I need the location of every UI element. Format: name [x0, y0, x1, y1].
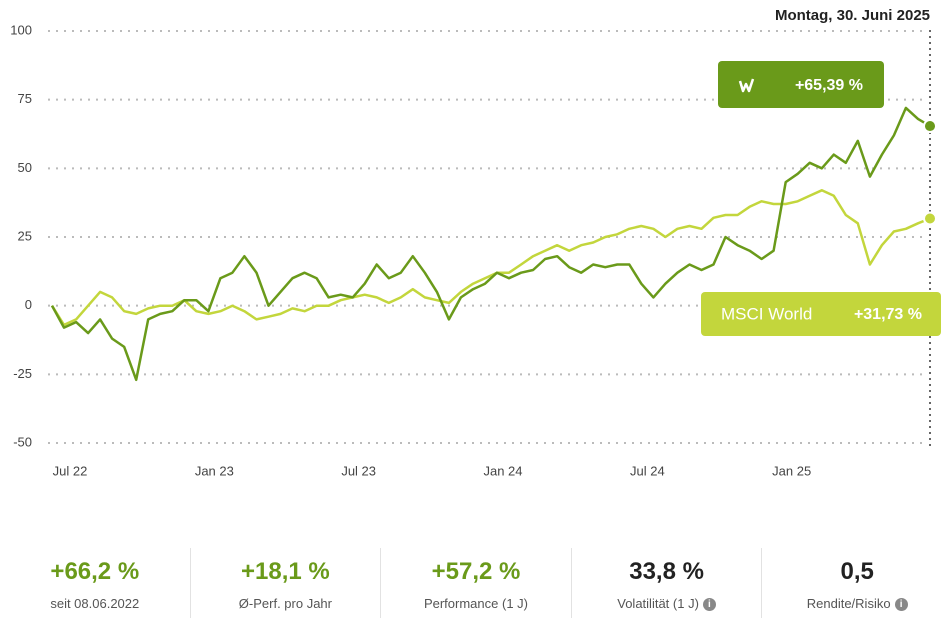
y-tick-label: 50: [18, 160, 32, 175]
x-tick-label: Jan 23: [195, 463, 234, 478]
end-point: [923, 119, 937, 134]
stat: +66,2 % seit 08.06.2022: [0, 548, 190, 618]
y-tick-label: 25: [18, 228, 32, 243]
stat-label: Performance (1 J): [423, 596, 528, 611]
y-tick-label: 0: [25, 297, 32, 312]
callout-value: +31,73 %: [854, 306, 922, 323]
chart: Montag, 30. Juni 2025 -50 -25 0 25 50 75 100 Ju…: [10, 7, 941, 478]
stat-label: Ø-Perf. pro Jahr: [238, 596, 332, 611]
stat-value: +18,1 %: [241, 558, 330, 585]
stats: +66,2 % seit 08.06.2022 +18,1 % Ø-Perf. …: [0, 548, 952, 618]
stat-label: Volatilität (1 J) i: [572, 596, 762, 612]
series-line: [50, 106, 931, 382]
stat-value: 0,5: [840, 558, 874, 585]
stat: +18,1 % Ø-Perf. pro Jahr: [189, 548, 381, 618]
stat-label-text: Rendite/Risiko: [806, 596, 891, 611]
stat: 0,5 Rendite/Risiko i: [761, 548, 952, 618]
x-tick-label: Jan 24: [483, 463, 522, 478]
series-line: [50, 189, 931, 327]
callout-value: +65,39 %: [795, 77, 863, 94]
callout: +65,39 %: [718, 61, 884, 108]
info-icon[interactable]: i: [702, 598, 716, 612]
info-icon[interactable]: i: [894, 598, 908, 612]
x-tick-label: Jul 22: [53, 463, 88, 478]
end-point: [923, 211, 937, 226]
x-tick-label: Jul 23: [341, 463, 376, 478]
stat-value: +66,2 %: [50, 558, 140, 585]
callout: MSCI World +31,73 %: [701, 292, 941, 336]
callout-box: [718, 61, 884, 108]
y-tick-label: 100: [10, 22, 32, 37]
x-tick-label: Jul 24: [630, 463, 665, 478]
stat-label-text: Volatilität (1 J): [617, 596, 699, 611]
date-label: Montag, 30. Juni 2025: [775, 7, 930, 24]
y-tick-label: -50: [13, 434, 32, 449]
callout-box: [701, 292, 941, 336]
legend-label: MSCI World: [721, 304, 812, 323]
y-tick-label: -25: [13, 366, 32, 381]
stat: +57,2 % Performance (1 J): [380, 548, 571, 618]
stat: 33,8 % Volatilität (1 J) i: [570, 548, 762, 618]
y-tick-label: 75: [18, 91, 32, 106]
x-tick-label: Jan 25: [772, 463, 811, 478]
stat-label: Rendite/Risiko i: [762, 596, 952, 612]
logo: [738, 78, 755, 93]
stat-value: +57,2 %: [431, 558, 521, 585]
stat-label: seit 08.06.2022: [50, 596, 140, 611]
stat-value: 33,8 %: [629, 558, 704, 585]
